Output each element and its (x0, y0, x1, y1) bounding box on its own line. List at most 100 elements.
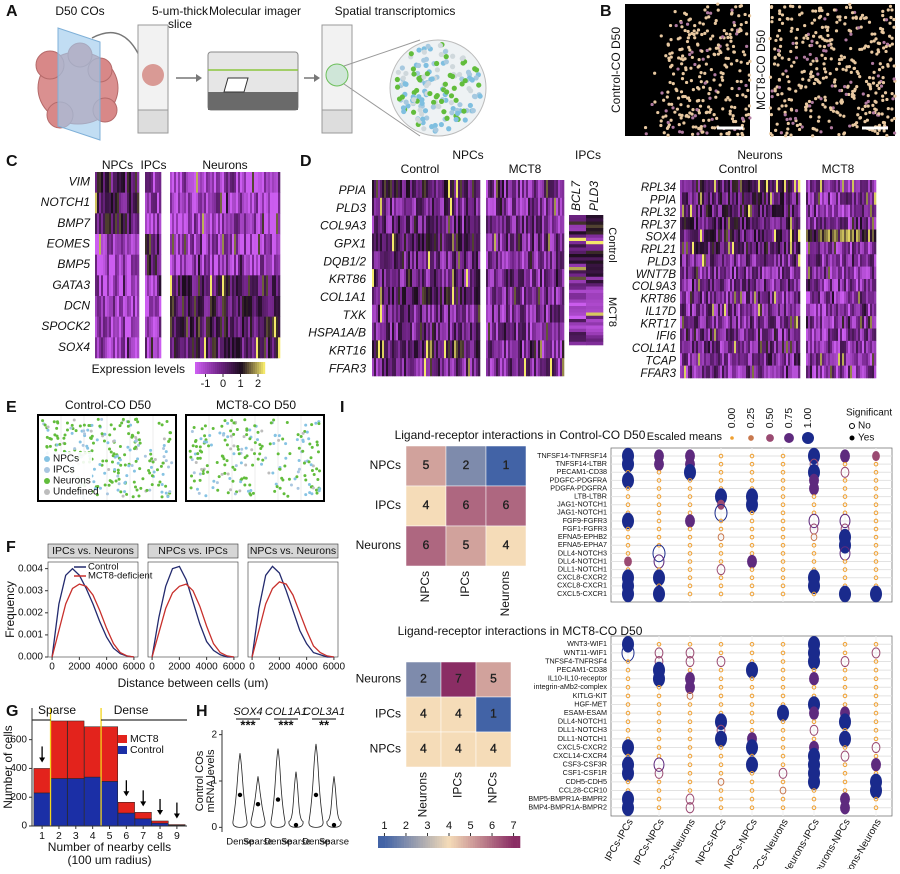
heatmap-cell (692, 353, 694, 366)
heatmap-cell (496, 269, 498, 287)
cell (119, 464, 122, 467)
heatmap-cell (250, 193, 252, 214)
heatmap-cell (222, 275, 224, 296)
cell (721, 107, 724, 110)
cell (196, 457, 199, 460)
cell (668, 52, 671, 55)
heatmap-cell (394, 340, 396, 358)
bar (68, 779, 85, 826)
heatmap-cell (149, 296, 151, 317)
heatmap-cell (145, 337, 147, 358)
cell (822, 77, 825, 80)
cell (461, 109, 466, 114)
cell (111, 461, 114, 464)
heatmap-cell (810, 242, 812, 255)
cell (863, 17, 866, 20)
heatmap-cell (536, 198, 538, 216)
heatmap-cell (194, 172, 196, 193)
heatmap-cell (688, 242, 690, 255)
colorbar-cell (213, 362, 215, 374)
heatmap-cell (518, 358, 520, 376)
heatmap-cell (486, 216, 488, 234)
heatmap-cell (396, 340, 398, 358)
cell (769, 106, 772, 109)
cell (703, 8, 706, 11)
heatmap-cell (244, 275, 246, 296)
heatmap-cell (750, 205, 752, 218)
heatmap-cell (396, 305, 398, 323)
heatmap-cell (860, 279, 862, 292)
heatmap-cell (706, 353, 708, 366)
heatmap-cell (498, 216, 500, 234)
heatmap-cell (558, 251, 560, 269)
heatmap-cell (850, 366, 852, 379)
heatmap-cell (734, 353, 736, 366)
heatmap-cell (442, 269, 444, 287)
heatmap-cell (818, 254, 820, 267)
heatmap-cell (398, 180, 400, 198)
heatmap-cell (832, 230, 834, 243)
cell (260, 430, 263, 433)
cell (137, 495, 140, 498)
group-label: Control (606, 227, 618, 262)
heatmap-cell (524, 233, 526, 251)
heatmap-cell (734, 242, 736, 255)
heatmap-cell (758, 205, 760, 218)
heatmap-cell (406, 358, 408, 376)
heatmap-cell (866, 353, 868, 366)
heatmap-cell (844, 242, 846, 255)
heatmap-cell (758, 329, 760, 342)
heatmap-cell (454, 216, 456, 234)
heatmap-cell (770, 217, 772, 230)
heatmap-cell (834, 353, 836, 366)
heatmap-cell (704, 366, 706, 379)
heatmap-cell (196, 337, 198, 358)
heatmap-cell (442, 180, 444, 198)
heatmap-cell (422, 340, 424, 358)
heatmap-cell (712, 180, 714, 193)
heatmap-cell (238, 172, 240, 193)
heatmap-cell (770, 279, 772, 292)
heatmap-cell (730, 230, 732, 243)
heatmap-cell (534, 269, 536, 287)
cell (876, 84, 879, 87)
heatmap-cell (468, 180, 470, 198)
heatmap-cell (404, 180, 406, 198)
heatmap-cell (754, 267, 756, 280)
heatmap-cell (127, 275, 129, 296)
heatmap-cell (872, 341, 874, 354)
gene-label: RPL32 (641, 207, 677, 219)
heatmap-cell (204, 275, 206, 296)
heatmap-cell (850, 316, 852, 329)
heatmap-cell (730, 180, 732, 193)
heatmap-cell (702, 291, 704, 304)
cell (870, 40, 873, 43)
heatmap-cell (706, 230, 708, 243)
cell (226, 435, 229, 438)
heatmap-cell (742, 329, 744, 342)
heatmap-cell (822, 205, 824, 218)
heatmap-cell (176, 337, 178, 358)
heatmap-cell (188, 255, 190, 276)
heatmap-cell (826, 230, 828, 243)
heatmap-cell (452, 216, 454, 234)
cell (671, 126, 674, 129)
heatmap-cell (121, 213, 123, 234)
heatmap-cell (754, 291, 756, 304)
heatmap-cell (760, 316, 762, 329)
cell (738, 5, 741, 8)
heatmap-cell (408, 269, 410, 287)
cell (446, 126, 451, 131)
heatmap-cell (734, 316, 736, 329)
heatmap-cell (444, 251, 446, 269)
cell (430, 76, 435, 81)
heatmap-cell (758, 230, 760, 243)
heatmap-cell (127, 234, 129, 255)
heatmap-cell (768, 279, 770, 292)
heatmap-cell (186, 255, 188, 276)
heatmap-cell (722, 192, 724, 205)
heatmap-cell (586, 244, 603, 248)
heatmap-cell (208, 255, 210, 276)
heatmap-cell (390, 180, 392, 198)
heatmap-cell (496, 305, 498, 323)
